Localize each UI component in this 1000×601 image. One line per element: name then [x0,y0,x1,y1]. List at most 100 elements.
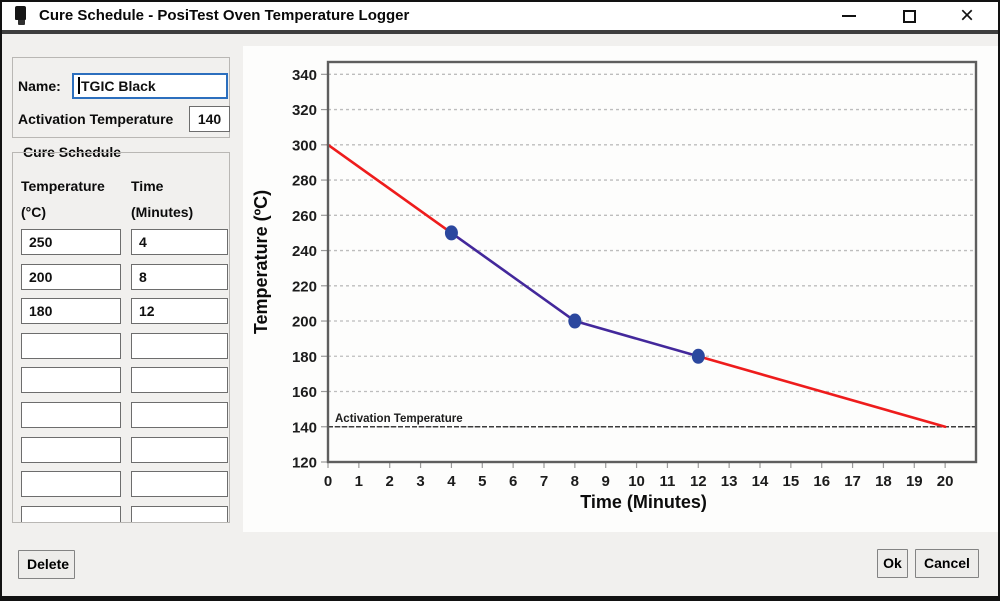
schedule-row [21,471,228,498]
x-tick-label: 3 [416,473,424,490]
minimize-icon [842,15,856,17]
y-tick-label: 220 [292,278,317,295]
temperature-input[interactable] [21,332,121,359]
x-tick-label: 10 [628,473,645,490]
x-tick-label: 18 [875,473,892,490]
x-tick-label: 11 [659,473,675,490]
temperature-input[interactable] [21,471,121,498]
delete-button[interactable]: Delete [18,550,75,579]
x-tick-label: 5 [478,473,486,490]
time-input[interactable] [131,332,228,359]
usb-probe-tip [17,20,25,25]
name-group [12,57,230,138]
usb-probe-icon [15,6,26,20]
x-tick-label: 13 [721,473,738,490]
y-tick-label: 340 [292,67,317,84]
chart-series-segment [326,143,453,235]
x-tick-label: 20 [937,473,954,490]
chart-series-segment [450,231,577,323]
y-tick-label: 280 [292,173,317,190]
schedule-row [21,229,228,255]
x-tick-label: 8 [571,473,579,490]
schedule-rows [21,229,228,522]
temperature-input[interactable] [21,436,121,463]
chart-marker [691,348,705,364]
close-button[interactable]: × [948,2,986,30]
schedule-row [21,332,228,359]
schedule-row [21,436,228,463]
temperature-unit-header: (°C) [21,204,47,220]
y-tick-label: 160 [292,384,317,401]
activation-temperature-annotation: Activation Temperature [335,413,463,425]
minimize-button[interactable] [830,2,868,30]
temperature-input[interactable] [21,367,121,394]
temperature-input[interactable] [21,505,121,522]
y-axis-title: Temperature (ºC) [251,190,271,334]
x-tick-label: 9 [602,473,610,490]
chart-marker [444,225,458,241]
time-input[interactable] [131,436,228,463]
titlebar: Cure Schedule - PosiTest Oven Temperatur… [2,2,998,34]
name-input-wrap [72,73,228,99]
app-icon [15,6,27,26]
schedule-row [21,401,228,428]
chart-marker [568,313,582,329]
time-column-header: Time [131,178,164,194]
x-tick-label: 12 [690,473,707,490]
maximize-button[interactable] [890,2,928,30]
close-icon: × [959,2,974,29]
x-axis-title: Time (Minutes) [580,492,707,512]
cancel-button[interactable]: Cancel [915,549,979,578]
chart-panel: 120 140 160 180 200 220 240 260 280 300 320 340 0 1 2 3… [243,46,998,532]
x-tick-label: 7 [540,473,548,490]
text-caret [78,77,80,94]
x-tick-label: 17 [844,473,861,490]
x-tick-label: 16 [813,473,830,490]
time-input[interactable] [131,401,228,428]
x-tick-label: 14 [752,473,769,490]
y-tick-label: 320 [292,102,317,119]
activation-temperature-label: Activation Temperature [18,111,174,127]
activation-temperature-input[interactable] [189,106,230,132]
temperature-input[interactable] [21,401,121,428]
y-tick-label: 200 [292,314,317,331]
chart-series-segment [696,354,947,429]
y-tick-label: 260 [292,208,317,225]
x-tick-label: 15 [783,473,800,490]
maximize-icon [902,9,916,23]
x-tick-label: 4 [447,473,456,490]
y-tick-label: 120 [292,455,317,472]
time-unit-header: (Minutes) [131,204,194,220]
y-tick-label: 240 [292,243,317,260]
name-label: Name: [18,78,61,94]
x-tick-label: 2 [386,473,394,490]
temperature-input[interactable] [21,263,121,290]
x-tick-label: 19 [906,473,923,490]
chart-series-segment [573,319,700,358]
temperature-input[interactable] [21,229,121,255]
plot-border [326,60,978,464]
x-tick-label: 1 [355,473,363,490]
time-input[interactable] [131,471,228,498]
time-input[interactable] [131,505,228,522]
schedule-row [21,298,228,325]
temperature-column-header: Temperature [21,178,105,194]
time-input[interactable] [131,263,228,290]
name-input[interactable] [72,73,228,99]
x-tick-label: 6 [509,473,517,490]
y-tick-label: 300 [292,137,317,154]
time-input[interactable] [131,367,228,394]
temperature-input[interactable] [21,298,121,325]
schedule-row [21,505,228,522]
schedule-row [21,263,228,290]
schedule-row [21,367,228,394]
y-tick-label: 180 [292,349,317,366]
cure-schedule-group: Temperature (°C) Time (Minutes) [12,152,230,523]
time-input[interactable] [131,298,228,325]
y-tick-label: 140 [292,419,317,436]
time-input[interactable] [131,229,228,255]
window-title: Cure Schedule - PosiTest Oven Temperatur… [39,7,410,24]
x-tick-label: 0 [324,473,332,490]
ok-button[interactable]: Ok [877,549,908,578]
